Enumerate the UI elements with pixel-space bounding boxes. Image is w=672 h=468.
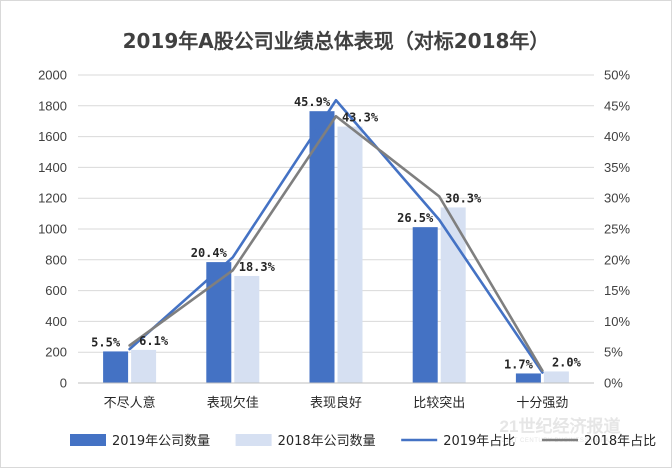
bar-2018 bbox=[440, 207, 466, 383]
data-label: 6.1% bbox=[139, 334, 169, 348]
chart-title: 2019年A股公司业绩总体表现（对标2018年） bbox=[123, 29, 550, 53]
bars bbox=[103, 111, 569, 383]
data-label: 45.9% bbox=[294, 95, 331, 109]
legend-item: 2019年占比 bbox=[401, 434, 515, 449]
y2-tick-label: 25% bbox=[604, 222, 630, 237]
y2-tick-label: 45% bbox=[604, 98, 630, 113]
data-label: 2.0% bbox=[552, 355, 582, 369]
bar-2019 bbox=[103, 351, 129, 383]
gridlines bbox=[78, 74, 594, 353]
legend-label: 2019年占比 bbox=[443, 434, 515, 449]
y-tick-label: 200 bbox=[45, 345, 67, 360]
legend-label: 2018年公司数量 bbox=[278, 434, 376, 449]
bar-2018 bbox=[131, 349, 157, 383]
bar-2018 bbox=[543, 371, 569, 383]
y-tick-label: 400 bbox=[45, 314, 67, 329]
bar-2019 bbox=[206, 262, 232, 383]
data-label: 43.3% bbox=[342, 111, 379, 125]
y-axis-left: 0 200 400 600 800 1000 1200 1400 1600 1800 2000 bbox=[38, 68, 67, 391]
y-tick-label: 1000 bbox=[38, 222, 67, 237]
category-label: 表现欠佳 bbox=[207, 395, 259, 411]
y2-tick-label: 40% bbox=[604, 129, 630, 144]
y-tick-label: 2000 bbox=[38, 68, 67, 83]
legend-label: 2018年占比 bbox=[584, 434, 656, 449]
legend-swatch bbox=[70, 434, 106, 446]
data-label: 5.5% bbox=[91, 335, 121, 349]
bar-2018 bbox=[337, 126, 363, 383]
y2-tick-label: 20% bbox=[604, 252, 630, 267]
bar-2019 bbox=[515, 373, 541, 383]
y2-tick-label: 10% bbox=[604, 314, 630, 329]
watermark-title: 21世纪经济报道 bbox=[500, 416, 621, 436]
y2-tick-label: 15% bbox=[604, 283, 630, 298]
y-tick-label: 1800 bbox=[38, 98, 67, 113]
legend: 2019年公司数量 2018年公司数量 2019年占比 2018年占比 bbox=[70, 434, 656, 449]
bar-2019 bbox=[309, 111, 335, 383]
x-axis-categories: 不尽人意 表现欠佳 表现良好 比较突出 十分强劲 bbox=[104, 395, 569, 411]
y2-tick-label: 0% bbox=[604, 376, 623, 391]
data-label: 20.4% bbox=[191, 246, 228, 260]
data-label: 1.7% bbox=[504, 357, 534, 371]
data-labels: 5.5% 20.4% 45.9% 26.5% 1.7% 6.1% 18.3% 43.3% 30.… bbox=[91, 95, 581, 371]
bar-2019 bbox=[412, 227, 438, 383]
legend-swatch bbox=[235, 434, 272, 446]
category-label: 不尽人意 bbox=[104, 395, 156, 411]
bar-2018 bbox=[234, 275, 260, 383]
y-tick-label: 800 bbox=[45, 252, 67, 267]
data-label: 26.5% bbox=[397, 211, 434, 225]
category-label: 表现良好 bbox=[310, 395, 362, 411]
y-axis-right: 0% 5% 10% 15% 20% 25% 30% 35% 40% 45% 50% bbox=[604, 68, 630, 391]
line-2018-share bbox=[128, 114, 544, 372]
legend-item: 2018年占比 bbox=[542, 434, 656, 449]
legend-label: 2019年公司数量 bbox=[112, 434, 210, 449]
category-label: 比较突出 bbox=[413, 395, 465, 411]
y2-tick-label: 50% bbox=[604, 68, 630, 83]
line-2019-share bbox=[128, 98, 544, 374]
y-tick-label: 1200 bbox=[38, 191, 67, 206]
y2-tick-label: 5% bbox=[604, 345, 623, 360]
legend-item: 2019年公司数量 bbox=[70, 434, 210, 449]
y-tick-label: 1400 bbox=[38, 160, 67, 175]
y-tick-label: 1600 bbox=[38, 129, 67, 144]
y-tick-label: 600 bbox=[45, 283, 67, 298]
y2-tick-label: 30% bbox=[604, 191, 630, 206]
legend-item: 2018年公司数量 bbox=[235, 434, 376, 449]
data-label: 30.3% bbox=[445, 191, 482, 205]
data-label: 18.3% bbox=[239, 260, 276, 274]
y2-tick-label: 35% bbox=[604, 160, 630, 175]
y-tick-label: 0 bbox=[60, 376, 67, 391]
lines bbox=[128, 98, 544, 374]
category-label: 十分强劲 bbox=[516, 396, 568, 411]
